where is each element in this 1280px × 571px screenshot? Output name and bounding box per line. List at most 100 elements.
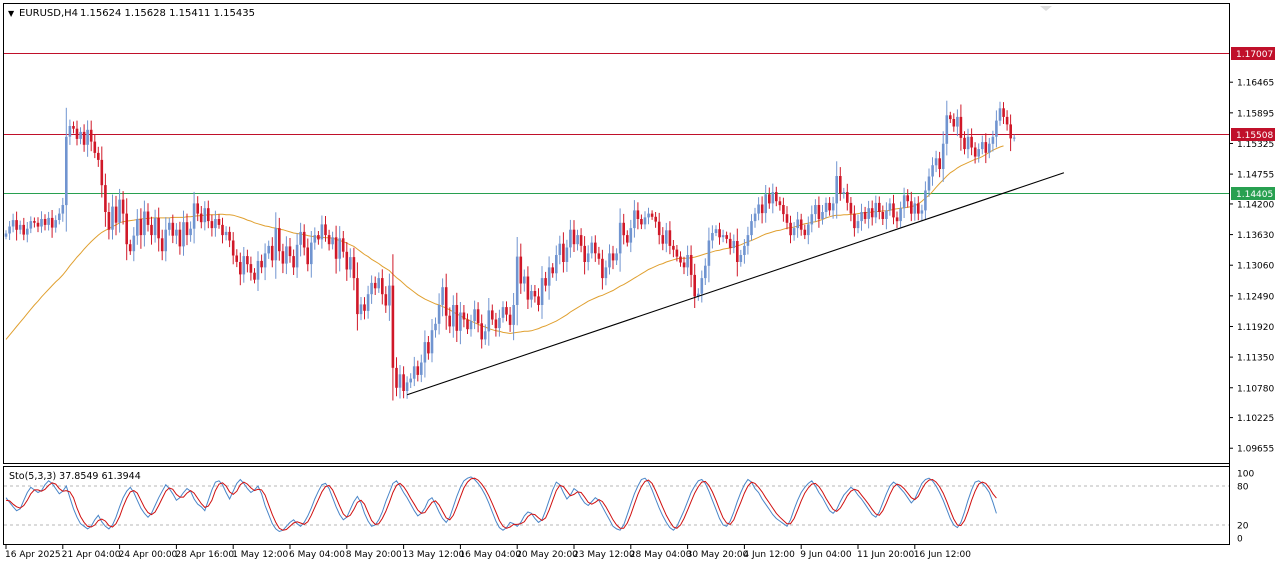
candle-body	[530, 291, 533, 300]
candle-body	[647, 213, 650, 218]
candle-body	[388, 285, 391, 306]
candle-body	[391, 285, 395, 368]
candle-body	[427, 342, 430, 354]
candle-body	[93, 141, 97, 153]
candle-body	[714, 229, 718, 233]
candle-body	[807, 224, 810, 236]
candle-body	[750, 221, 753, 236]
candle-body	[11, 220, 15, 227]
candle-body	[604, 267, 608, 279]
candle-body	[398, 374, 402, 388]
candle-body	[753, 213, 757, 222]
candlesticks	[4, 100, 1016, 401]
candle-body	[278, 228, 281, 252]
candle-body	[196, 203, 199, 214]
candle-body	[654, 216, 657, 222]
time-tick-label: 24 Apr 00:00	[119, 550, 178, 560]
candle-body	[146, 211, 150, 225]
candle-body	[246, 256, 249, 265]
candle-body	[373, 282, 377, 289]
candle-body	[82, 131, 86, 145]
candle-body	[515, 256, 519, 305]
candle-body	[420, 362, 423, 375]
candle-body	[558, 243, 562, 255]
candle-body	[945, 115, 949, 144]
candle-body	[242, 256, 246, 275]
candle-body	[402, 374, 405, 391]
candle-body	[473, 309, 476, 322]
candle-body	[239, 262, 242, 275]
candle-body	[949, 115, 952, 120]
candle-body	[618, 222, 622, 254]
candle-body	[86, 129, 89, 145]
candle-body	[334, 237, 338, 259]
candle-body	[320, 224, 324, 240]
candle-body	[168, 222, 171, 230]
candle-body	[189, 228, 192, 236]
time-tick-label: 16 May 04:00	[459, 550, 521, 560]
candle-body	[501, 307, 505, 318]
candle-body	[153, 217, 157, 236]
candle-body	[68, 126, 72, 137]
candle-body	[739, 255, 743, 262]
trendline-group[interactable]	[406, 172, 1065, 396]
candle-body	[22, 224, 25, 235]
candle-body	[40, 219, 43, 227]
oscillator-axis-label: 20	[1237, 522, 1249, 532]
candle-body	[274, 228, 278, 261]
candle-body	[675, 249, 679, 257]
candle-body	[47, 217, 50, 225]
horizontal-lines[interactable]	[4, 53, 1229, 194]
candle-body	[537, 296, 540, 305]
candle-body	[910, 201, 913, 214]
symbol-menu-arrow-icon[interactable]: ▼	[8, 9, 15, 18]
time-tick-label: 28 May 04:00	[630, 550, 692, 560]
candle-body	[927, 176, 931, 191]
candle-body	[416, 366, 420, 375]
candle-body	[608, 253, 611, 268]
candle-body	[263, 253, 267, 268]
candle-body	[491, 310, 494, 320]
candle-body	[764, 194, 767, 214]
candle-body	[562, 243, 565, 262]
candle-body	[860, 212, 863, 222]
candle-body	[768, 194, 771, 204]
candle-body	[895, 217, 899, 222]
price-tick-label: 1.14755	[1237, 171, 1274, 181]
candle-body	[434, 323, 437, 331]
candle-body	[700, 278, 704, 294]
candle-body	[299, 231, 302, 245]
candle-body	[253, 272, 256, 280]
time-tick-label: 16 Apr 2025	[5, 550, 61, 560]
candle-body	[359, 304, 363, 315]
candle-body	[345, 251, 349, 270]
candle-body	[349, 257, 352, 270]
candle-body	[270, 245, 274, 261]
candle-body	[956, 116, 959, 127]
stochastic-signal-line	[5, 477, 997, 531]
candle-body	[36, 222, 40, 227]
candle-body	[839, 176, 842, 194]
candle-body	[988, 143, 991, 153]
candle-body	[934, 158, 938, 166]
candle-body	[853, 213, 856, 229]
candle-body	[842, 192, 846, 194]
candle-body	[931, 165, 934, 177]
moving-average-line	[5, 145, 1004, 340]
candle-body	[973, 147, 977, 157]
chart-shift-icon[interactable]	[1040, 6, 1052, 11]
candle-body	[33, 221, 36, 223]
candle-body	[132, 235, 136, 252]
candle-body	[505, 307, 508, 315]
candle-body	[523, 276, 526, 284]
time-tick-label: 16 Jun 12:00	[914, 550, 971, 560]
candle-body	[231, 240, 235, 256]
candle-body	[540, 278, 544, 305]
candle-body	[185, 222, 189, 236]
symbol-timeframe-label: EURUSD,H4	[19, 8, 78, 19]
candle-body	[597, 253, 601, 259]
candle-body	[228, 231, 231, 241]
candle-body	[221, 224, 224, 236]
